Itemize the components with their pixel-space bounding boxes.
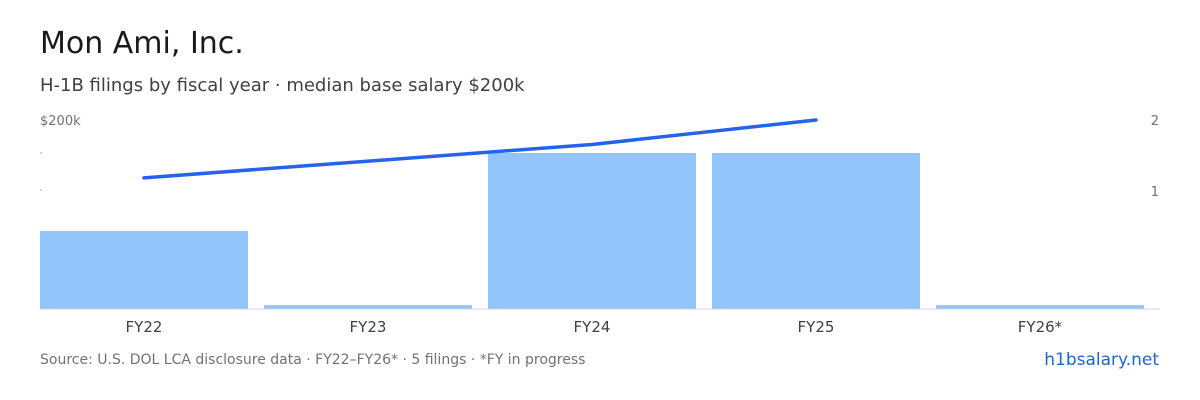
left-axis-top-label: $200k	[40, 114, 81, 129]
brand-link[interactable]: h1bsalary.net	[1044, 350, 1159, 370]
bar-fy23	[264, 305, 472, 309]
median-salary-line	[142, 118, 818, 180]
footer-source: Source: U.S. DOL LCA disclosure data · F…	[40, 352, 586, 368]
x-tick-label: FY22	[126, 318, 163, 336]
chart-subtitle: H-1B filings by fiscal year · median bas…	[40, 75, 525, 96]
left-axis-tick-mark	[40, 189, 42, 191]
right-axis-tick-2: 2	[1151, 114, 1159, 129]
bar-fy24	[488, 153, 696, 309]
bar-fy26-partial	[936, 305, 1144, 309]
bar-fy25	[712, 153, 920, 309]
right-axis-tick-1: 1	[1151, 185, 1159, 200]
left-axis-tick-mark	[40, 152, 42, 154]
x-tick-label: FY25	[798, 318, 835, 336]
chart-title: Mon Ami, Inc.	[40, 26, 244, 61]
x-tick-label: FY23	[350, 318, 387, 336]
bar-fy22	[40, 231, 248, 309]
x-tick-label: FY26*	[1018, 318, 1063, 336]
x-tick-label: FY24	[574, 318, 611, 336]
